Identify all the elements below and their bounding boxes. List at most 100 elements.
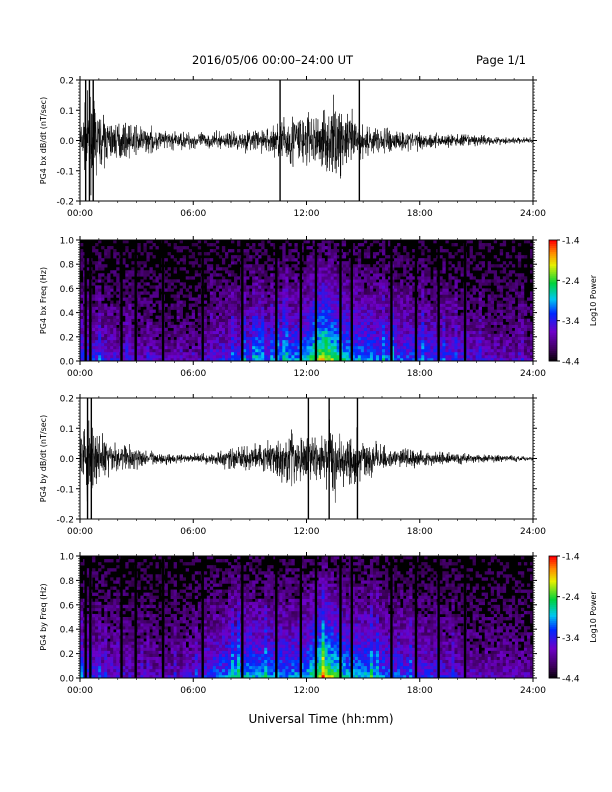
spectrogram-cell bbox=[427, 345, 431, 350]
spectrogram-cell bbox=[152, 279, 156, 283]
spectrogram-cell bbox=[128, 294, 132, 298]
spectrogram-cell bbox=[246, 243, 250, 247]
spectrogram-cell bbox=[499, 306, 504, 310]
spectrogram-cell bbox=[98, 261, 102, 265]
data-gap bbox=[120, 240, 123, 361]
spectrogram-cell bbox=[342, 330, 347, 335]
spectrogram-cell bbox=[318, 276, 322, 280]
spectrogram-cell bbox=[397, 342, 401, 347]
colorbar-segment bbox=[549, 308, 557, 311]
spectrogram-cell bbox=[385, 348, 389, 353]
spectrogram-cell bbox=[457, 318, 461, 322]
spectrogram-cell bbox=[237, 327, 241, 332]
spectrogram-cell bbox=[170, 357, 174, 362]
spectrogram-cell bbox=[227, 342, 232, 347]
spectrogram-cell bbox=[252, 282, 256, 286]
spectrogram-cell bbox=[300, 303, 304, 307]
spectrogram-cell bbox=[385, 309, 389, 313]
spectrogram-cell bbox=[412, 303, 416, 307]
spectrogram-cell bbox=[469, 324, 473, 329]
spectrogram-cell bbox=[218, 333, 223, 338]
spectrogram-cell bbox=[92, 276, 96, 280]
spectrogram-cell bbox=[418, 336, 422, 341]
spectrogram-cell bbox=[191, 264, 196, 268]
spectrogram-cell bbox=[427, 357, 431, 362]
spectrogram-cell bbox=[176, 291, 180, 295]
spectrogram-cell bbox=[137, 249, 141, 253]
spectrogram-cell bbox=[469, 294, 473, 298]
spectrogram-cell bbox=[113, 270, 117, 274]
spectrogram-cell bbox=[197, 294, 202, 298]
spectrogram-cell bbox=[249, 342, 253, 347]
spectrogram-cell bbox=[427, 351, 431, 356]
spectrogram-cell bbox=[306, 291, 310, 295]
spectrogram-cell bbox=[155, 342, 159, 347]
spectrogram-cell bbox=[125, 354, 129, 359]
spectrogram-cell bbox=[391, 324, 395, 329]
spectrogram-cell bbox=[270, 318, 274, 322]
spectrogram-cell bbox=[508, 282, 513, 286]
spectrogram-cell bbox=[321, 321, 325, 325]
spectrogram-cell bbox=[218, 327, 223, 332]
spectrogram-cell bbox=[197, 318, 202, 322]
spectrogram-cell bbox=[249, 303, 253, 307]
spectrogram-cell bbox=[409, 288, 413, 292]
colorbar-segment bbox=[549, 338, 557, 342]
spectrogram-cell bbox=[327, 273, 331, 277]
spectrogram-cell bbox=[258, 336, 262, 341]
spectrogram-cell bbox=[336, 321, 341, 325]
spectrogram-cell bbox=[333, 273, 337, 277]
spectrogram-cell bbox=[131, 348, 135, 353]
spectrogram-cell bbox=[430, 282, 434, 286]
spectrogram-cell bbox=[206, 306, 211, 310]
spectrogram-cell bbox=[80, 294, 84, 298]
spectrogram-cell bbox=[342, 309, 347, 313]
spectrogram-cell bbox=[285, 297, 289, 301]
spectrogram-cell bbox=[430, 306, 434, 310]
spectrogram-cell bbox=[460, 249, 464, 253]
spectrogram-cell bbox=[288, 300, 292, 304]
spectrogram-cell bbox=[80, 342, 84, 347]
spectrogram-cell bbox=[218, 282, 223, 286]
spectrogram-cell bbox=[442, 294, 446, 298]
spectrogram-cell bbox=[158, 330, 162, 335]
spectrogram-cell bbox=[261, 348, 265, 353]
spectrogram-cell bbox=[369, 321, 374, 325]
spectrogram-cell bbox=[315, 294, 319, 298]
spectrogram-cell bbox=[288, 270, 292, 274]
spectrogram-cell bbox=[291, 303, 295, 307]
spectrogram-cell bbox=[212, 348, 217, 353]
spectrogram-cell bbox=[409, 348, 413, 353]
spectrogram-cell bbox=[116, 303, 120, 307]
spectrogram-cell bbox=[152, 330, 156, 335]
spectrogram-cell bbox=[95, 336, 99, 341]
spectrogram-cell bbox=[234, 279, 238, 283]
spectrogram-cell bbox=[448, 321, 452, 325]
spectrogram-cell bbox=[315, 258, 319, 262]
spectrogram-cell bbox=[496, 285, 501, 289]
spectrogram-cell bbox=[285, 270, 289, 274]
spectrogram-cell bbox=[125, 333, 129, 338]
spectrogram-cell bbox=[158, 321, 162, 325]
spectrogram-cell bbox=[345, 285, 350, 289]
spectrogram-cell bbox=[324, 309, 328, 313]
spectrogram-cell bbox=[475, 333, 479, 338]
spectrogram-cell bbox=[333, 255, 337, 259]
spectrogram-cell bbox=[490, 345, 495, 350]
spectrogram-cell bbox=[306, 240, 310, 244]
spectrogram-cell bbox=[354, 258, 359, 262]
spectrogram-cell bbox=[469, 357, 473, 362]
spectrogram-cell bbox=[366, 345, 371, 350]
spectrogram-cell bbox=[209, 303, 214, 307]
spectrogram-cell bbox=[487, 312, 492, 316]
spectrogram-cell bbox=[306, 333, 310, 338]
spectrogram-cell bbox=[95, 348, 99, 353]
spectrogram-cell bbox=[523, 255, 528, 259]
spectrogram-cell bbox=[442, 312, 446, 316]
spectrogram-cell bbox=[394, 339, 398, 344]
spectrogram-cell bbox=[445, 288, 449, 292]
spectrogram-cell bbox=[430, 348, 434, 353]
spectrogram-cell bbox=[487, 249, 492, 253]
spectrogram-cell bbox=[191, 255, 196, 259]
spectrogram-cell bbox=[261, 315, 265, 319]
